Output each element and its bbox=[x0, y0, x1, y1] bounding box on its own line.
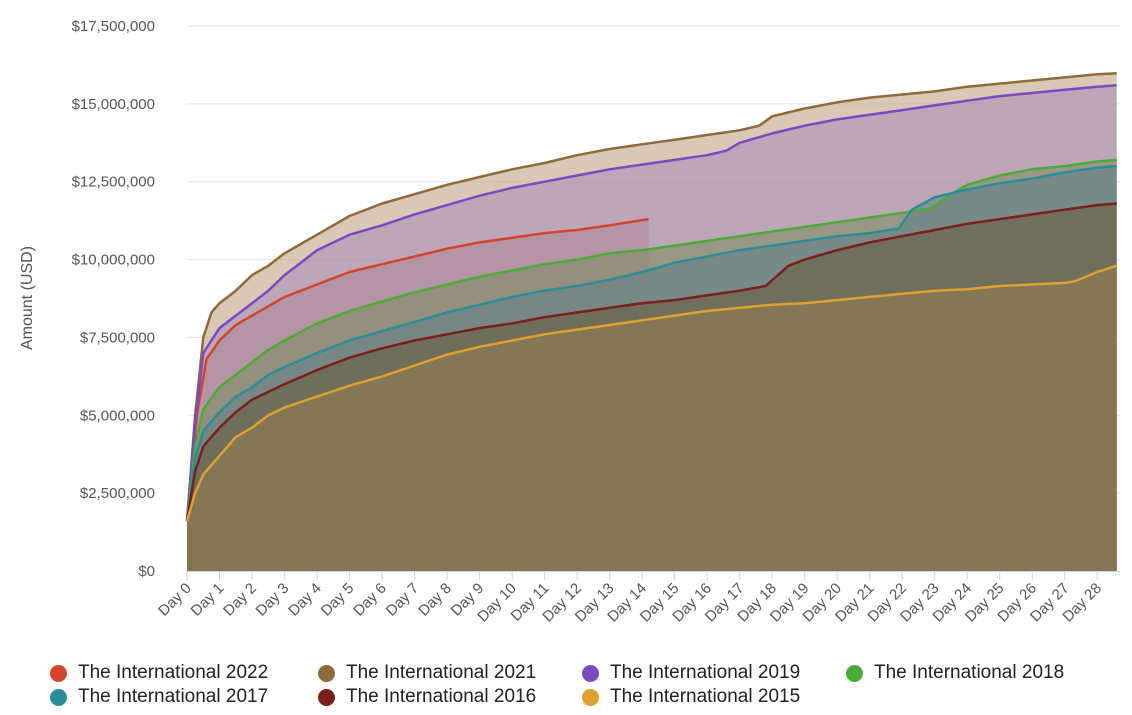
legend-marker-icon bbox=[50, 688, 67, 706]
y-tick-label: $2,500,000 bbox=[80, 485, 155, 502]
y-tick-label: $12,500,000 bbox=[72, 174, 155, 191]
legend-label: The International 2021 bbox=[346, 662, 537, 683]
legend-item[interactable]: The International 2019 bbox=[582, 662, 800, 684]
legend-marker-icon bbox=[582, 688, 599, 706]
y-tick-label: $5,000,000 bbox=[80, 407, 155, 424]
x-tick-label: Day 7 bbox=[383, 580, 423, 620]
legend-item[interactable]: The International 2016 bbox=[318, 686, 536, 708]
legend-item[interactable]: The International 2022 bbox=[50, 662, 268, 684]
series-line-5[interactable] bbox=[185, 202, 1117, 522]
legend-label: The International 2015 bbox=[610, 686, 801, 707]
area-chart: $0 $2,500,000 $5,000,000 $7,500,000 $10,000,… bbox=[19, 18, 1120, 625]
x-tick-label: Day 6 bbox=[350, 580, 390, 620]
y-axis-title: Amount (USD) bbox=[19, 246, 36, 350]
series-area-6 bbox=[187, 265, 1117, 571]
legend-item[interactable]: The International 2018 bbox=[846, 662, 1064, 684]
x-tick-label: Day 1 bbox=[188, 580, 228, 620]
legend-label: The International 2016 bbox=[346, 686, 537, 707]
y-tick-label: $17,500,000 bbox=[72, 18, 155, 35]
legend-item[interactable]: The International 2015 bbox=[582, 686, 800, 708]
series-line-1[interactable] bbox=[185, 72, 1117, 522]
y-tick-label: $10,000,000 bbox=[72, 252, 155, 269]
series-line-4[interactable] bbox=[185, 164, 1117, 522]
legend-marker-icon bbox=[582, 664, 599, 682]
series-lines bbox=[185, 72, 1118, 522]
series-line-0[interactable] bbox=[185, 217, 649, 522]
x-tick-label: Day 3 bbox=[253, 580, 293, 620]
legend-label: The International 2022 bbox=[78, 662, 269, 683]
series-line-6[interactable] bbox=[185, 264, 1118, 522]
y-tick-label: $0 bbox=[138, 563, 155, 580]
series-areas bbox=[187, 73, 1117, 572]
x-tick-label: Day 0 bbox=[155, 580, 195, 620]
legend-item[interactable]: The International 2017 bbox=[50, 686, 268, 708]
series-line-2[interactable] bbox=[185, 83, 1117, 522]
legend-label: The International 2017 bbox=[78, 686, 269, 707]
legend-marker-icon bbox=[50, 664, 67, 682]
x-tick-label: Day 2 bbox=[220, 580, 260, 620]
legend-item[interactable]: The International 2021 bbox=[318, 662, 536, 684]
legend-label: The International 2018 bbox=[874, 662, 1065, 683]
y-tick-label: $15,000,000 bbox=[72, 96, 155, 113]
x-tick-label: Day 8 bbox=[415, 580, 455, 620]
y-tick-label: $7,500,000 bbox=[80, 329, 155, 346]
legend-marker-icon bbox=[318, 688, 335, 706]
x-tick-label: Day 4 bbox=[285, 580, 325, 620]
legend-marker-icon bbox=[318, 664, 335, 682]
legend-label: The International 2019 bbox=[610, 662, 801, 683]
x-tick-label: Day 5 bbox=[318, 580, 358, 620]
legend-marker-icon bbox=[846, 664, 863, 682]
